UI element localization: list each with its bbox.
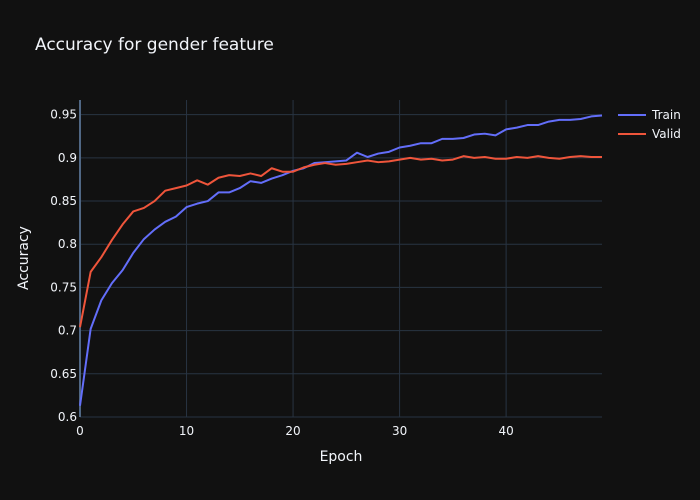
x-tick-label: 10 bbox=[179, 424, 194, 438]
legend-item-train[interactable]: Train bbox=[618, 108, 681, 122]
grid-lines bbox=[79, 100, 602, 418]
y-axis-ticks: 0.6 0.65 0.7 0.75 0.8 0.85 0.9 0.95 bbox=[50, 108, 77, 424]
y-tick-label: 0.75 bbox=[50, 280, 77, 294]
x-axis-label: Epoch bbox=[320, 449, 363, 465]
y-tick-label: 0.7 bbox=[58, 324, 77, 338]
legend[interactable]: Train Valid bbox=[618, 108, 681, 141]
series-line-valid bbox=[79, 155, 602, 328]
x-tick-label: 20 bbox=[285, 424, 300, 438]
x-tick-label: 30 bbox=[392, 424, 407, 438]
x-tick-label: 40 bbox=[498, 424, 513, 438]
x-axis-ticks: 0 10 20 30 40 bbox=[76, 424, 514, 438]
y-axis-label: Accuracy bbox=[16, 226, 32, 290]
series-line-train bbox=[79, 114, 603, 406]
chart-title: Accuracy for gender feature bbox=[35, 35, 274, 55]
y-tick-label: 0.85 bbox=[50, 194, 77, 208]
series-lines bbox=[79, 114, 603, 406]
legend-item-valid[interactable]: Valid bbox=[618, 127, 681, 141]
y-tick-label: 0.8 bbox=[58, 237, 77, 251]
y-tick-label: 0.6 bbox=[58, 410, 77, 424]
x-tick-label: 0 bbox=[76, 424, 84, 438]
y-tick-label: 0.9 bbox=[58, 151, 77, 165]
y-tick-label: 0.65 bbox=[50, 367, 77, 381]
legend-label: Valid bbox=[652, 127, 681, 141]
y-tick-label: 0.95 bbox=[50, 108, 77, 122]
legend-label: Train bbox=[651, 108, 681, 122]
